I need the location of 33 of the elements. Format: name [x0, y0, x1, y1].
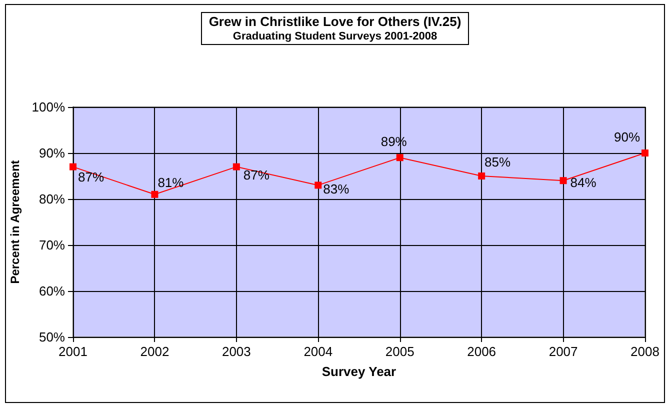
data-label: 90% — [614, 130, 640, 144]
x-tick-label: 2008 — [630, 344, 660, 359]
y-tick-label: 90% — [38, 146, 66, 160]
point — [314, 182, 322, 189]
y-tick-label: 100% — [32, 100, 66, 114]
data-label: 81% — [158, 174, 184, 190]
x-tick-label: 2007 — [548, 344, 578, 359]
data-label: 85% — [484, 154, 512, 170]
point — [642, 150, 648, 156]
chart-title: Grew in Christlike Love for Others (IV.25) — [208, 14, 462, 29]
data-label: 87% — [243, 167, 270, 182]
y-tick-label: 50% — [38, 330, 66, 344]
chart-subtitle: Graduating Student Surveys 2001-2008 — [232, 30, 438, 42]
x-tick-label: 2001 — [58, 344, 88, 359]
y-axis-title: Percent in Agreement — [8, 160, 22, 284]
x-tick-label: 2004 — [304, 344, 333, 359]
x-axis-title: Survey Year — [322, 364, 396, 379]
point — [560, 177, 567, 184]
y-tick-label: 80% — [38, 192, 66, 206]
point — [232, 163, 240, 170]
data-label: 87% — [78, 169, 104, 184]
point — [151, 190, 158, 198]
x-tick-label: 2002 — [140, 344, 170, 359]
y-tick-label: 70% — [38, 238, 66, 252]
data-label: 83% — [323, 182, 350, 197]
point — [478, 172, 486, 180]
x-tick-label: 2003 — [222, 344, 251, 359]
x-tick-label: 2005 — [385, 344, 414, 359]
point — [396, 154, 404, 162]
data-label: 84% — [570, 175, 597, 190]
x-tick-label: 2006 — [467, 344, 496, 359]
y-tick-label: 60% — [38, 284, 66, 298]
point — [70, 163, 76, 170]
